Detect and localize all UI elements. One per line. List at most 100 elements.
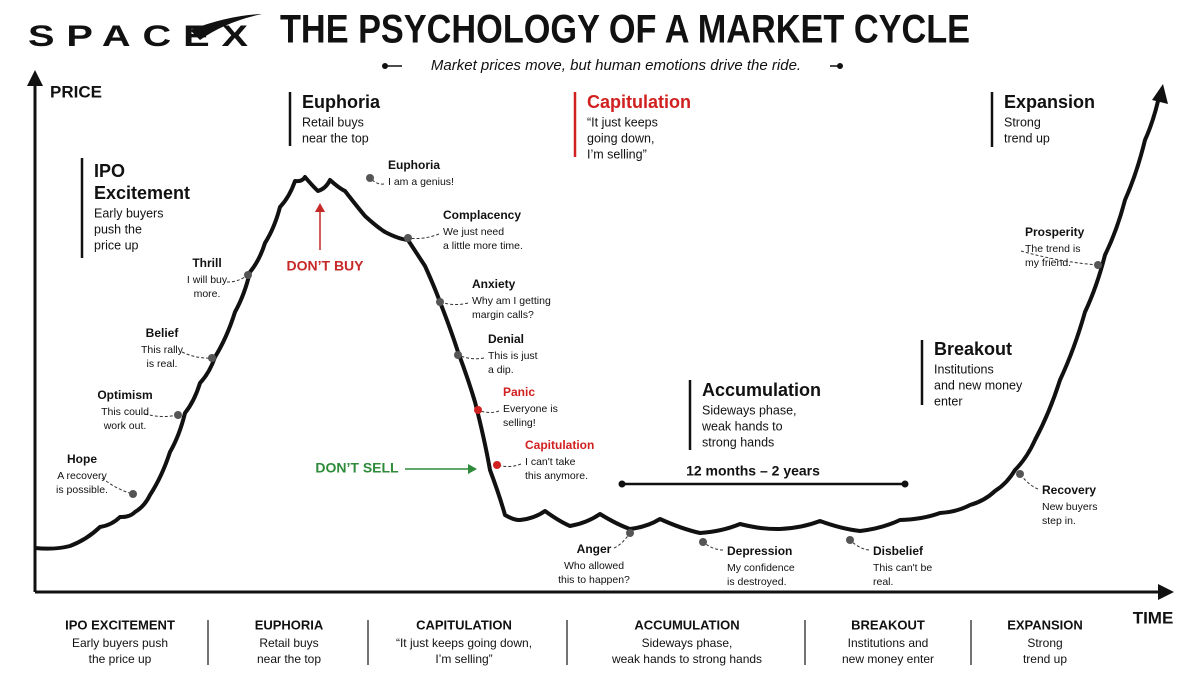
emotion-title: Anxiety [472, 277, 516, 291]
emotion-text: margin calls? [472, 309, 534, 321]
phase-text: strong hands [702, 435, 774, 449]
footer-text: Institutions and [848, 636, 929, 650]
emotion-title: Panic [503, 385, 535, 399]
connector [702, 541, 724, 551]
emotion-text: step in. [1042, 515, 1076, 527]
emotion-dot [208, 354, 216, 362]
phase-text: I’m selling” [587, 147, 647, 161]
phase-title: Euphoria [302, 92, 381, 112]
footer-text: new money enter [842, 652, 934, 666]
emotion-dot [1016, 470, 1024, 478]
phase-text: Retail buys [302, 115, 364, 129]
phase-text: Institutions [934, 362, 994, 376]
emotion-title: Thrill [192, 256, 221, 270]
emotion-title: Prosperity [1025, 225, 1085, 239]
emotion-text: I can't take [525, 456, 576, 468]
emotion-text: my friend. [1025, 257, 1071, 269]
arrow-head [315, 203, 325, 212]
emotion-dot [1094, 261, 1102, 269]
emotion-text: is destroyed. [727, 576, 787, 588]
phase-text: Sideways phase, [702, 403, 797, 417]
emotion-title: Hope [67, 452, 97, 466]
connector [369, 177, 385, 185]
emotion-dot [436, 298, 444, 306]
emotion-text: This rally [141, 344, 184, 356]
dont-sell: DON’T SELL [315, 460, 399, 476]
emotion-text: a little more time. [443, 240, 523, 252]
emotion-dot [366, 174, 374, 182]
emotion-text: The trend is [1025, 243, 1080, 255]
emotion-text: is real. [147, 358, 178, 370]
footer-title: BREAKOUT [851, 617, 925, 632]
emotion-text: Who allowed [564, 560, 624, 572]
phase-text: trend up [1004, 131, 1050, 145]
emotion-dot [244, 271, 252, 279]
emotion-title: Denial [488, 332, 524, 346]
emotion-title: Depression [727, 544, 792, 558]
footer-text: Retail buys [259, 636, 318, 650]
phase-text: going down, [587, 131, 654, 145]
phase-text: and new money [934, 378, 1023, 392]
emotion-dot [404, 234, 412, 242]
footer-text: near the top [257, 652, 321, 666]
footer-title: EUPHORIA [255, 617, 324, 632]
connector [849, 539, 870, 551]
emotion-text: This is just [488, 350, 538, 362]
phase-title: Accumulation [702, 380, 821, 400]
emotion-dot [846, 536, 854, 544]
phase-text: enter [934, 394, 963, 408]
footer-text: the price up [89, 652, 152, 666]
phase-text: near the top [302, 131, 369, 145]
emotion-dot [454, 351, 462, 359]
phase-text: price up [94, 238, 139, 252]
emotion-text: My confidence [727, 562, 795, 574]
emotion-title: Disbelief [873, 544, 924, 558]
emotion-text: This could [101, 406, 149, 418]
footer-text: Early buyers push [72, 636, 168, 650]
phase-title: Expansion [1004, 92, 1095, 112]
footer-text: Strong [1027, 636, 1062, 650]
footer-title: ACCUMULATION [634, 617, 739, 632]
emotion-title: Complacency [443, 208, 521, 222]
footer-text: weak hands to strong hands [611, 652, 762, 666]
footer-title: IPO EXCITEMENT [65, 617, 175, 632]
y-label: PRICE [50, 82, 102, 101]
phase-text: Strong [1004, 115, 1041, 129]
phase-title: Breakout [934, 339, 1012, 359]
footer-title: EXPANSION [1007, 617, 1083, 632]
emotion-title: Capitulation [525, 438, 594, 452]
rule-dot [382, 63, 388, 69]
footer-title: CAPITULATION [416, 617, 512, 632]
market-curve [34, 91, 1162, 551]
curve-arrow [1152, 84, 1168, 104]
emotion-text: A recovery [57, 470, 107, 482]
emotion-text: is possible. [56, 484, 108, 496]
connector [457, 354, 485, 360]
duration-dot [618, 480, 626, 488]
emotion-title: Anger [577, 542, 612, 556]
dont-buy: DON’T BUY [287, 258, 365, 274]
subtitle: Market prices move, but human emotions d… [431, 57, 801, 74]
connector [477, 409, 500, 413]
x-label: TIME [1133, 608, 1174, 627]
emotion-dot [174, 411, 182, 419]
y-arrow [27, 70, 43, 86]
emotion-title: Belief [146, 326, 180, 340]
emotion-text: Why am I getting [472, 295, 551, 307]
emotion-title: Optimism [97, 388, 152, 402]
emotion-dot [474, 406, 482, 414]
emotion-dot [493, 461, 501, 469]
x-arrow [1158, 584, 1174, 600]
duration: 12 months – 2 years [686, 463, 820, 479]
emotion-text: this to happen? [558, 574, 630, 586]
footer-text: trend up [1023, 652, 1067, 666]
emotion-dot [626, 529, 634, 537]
emotion-title: Euphoria [388, 158, 440, 172]
emotion-text: Everyone is [503, 403, 558, 415]
emotion-text: I will buy [187, 274, 228, 286]
footer-text: “It just keeps going down, [396, 636, 532, 650]
emotion-text: work out. [103, 420, 147, 432]
phase-title: Capitulation [587, 92, 691, 112]
